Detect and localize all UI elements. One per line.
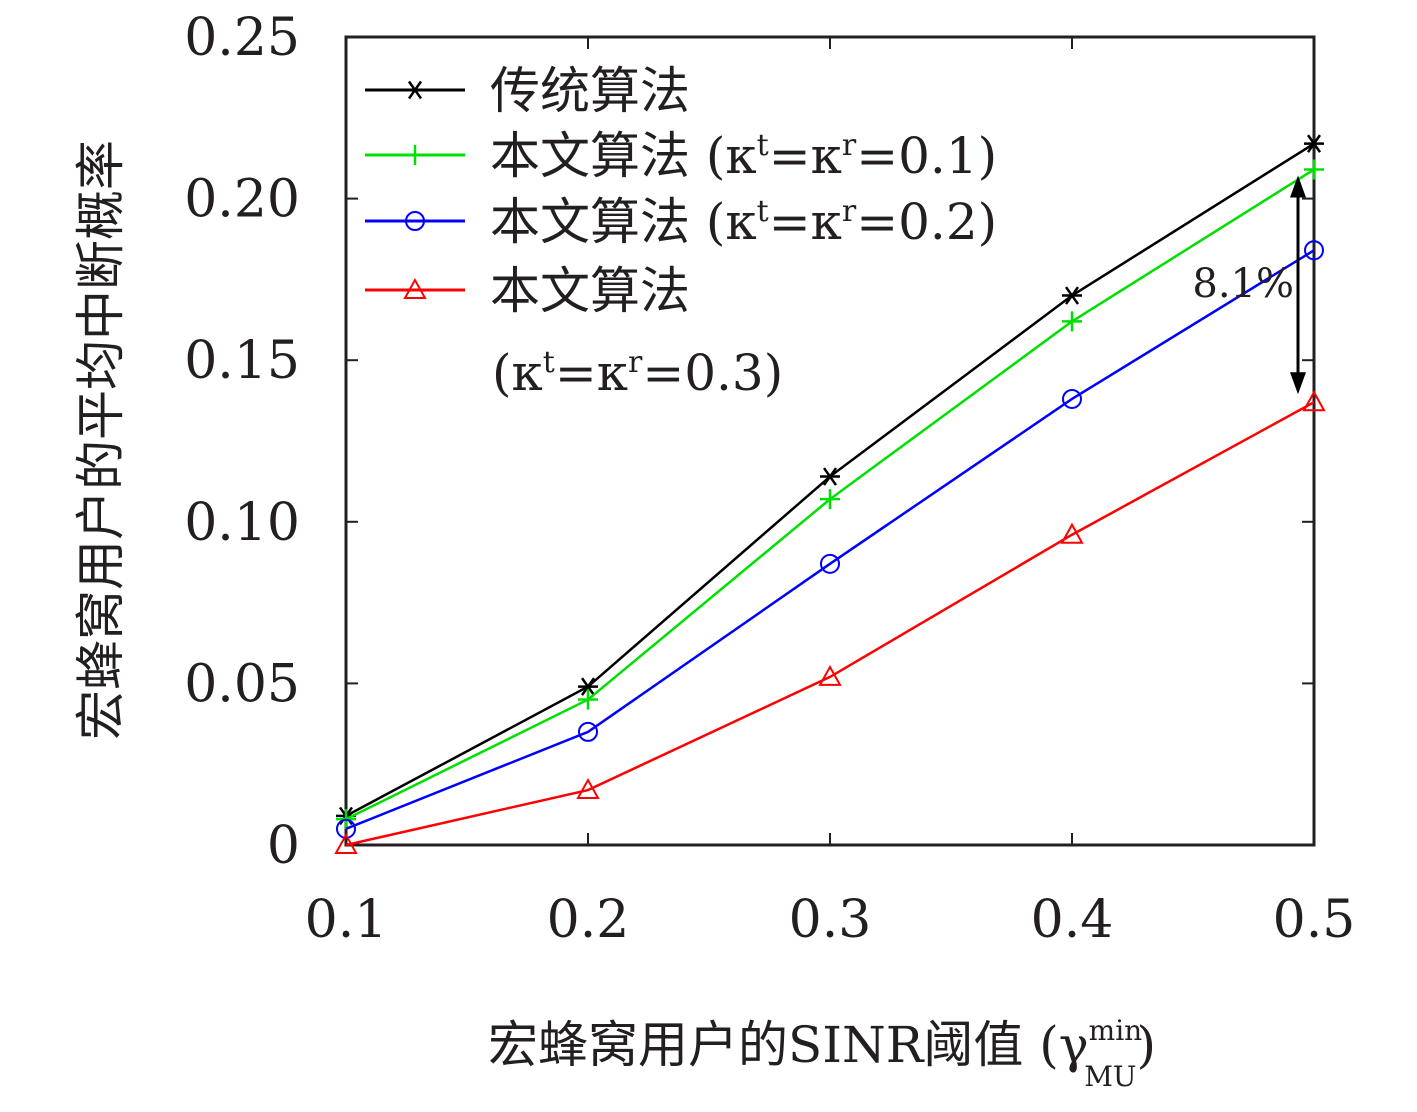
legend-marker-triangle (403, 277, 427, 299)
annotation-label: 8.1% (1192, 261, 1294, 307)
legend-entry-traditional: 传统算法 (365, 62, 690, 120)
legend-label: 本文算法 (κt=κr=0.2) (490, 193, 997, 251)
x-tick-label: 0.2 (547, 890, 630, 950)
legend-label-line2: (κt=κr=0.3) (492, 344, 783, 402)
y-tick-label: 0.25 (184, 8, 300, 68)
legend-label: 本文算法 (κt=κr=0.1) (490, 127, 997, 185)
data-point (578, 677, 598, 696)
data-point (1304, 240, 1324, 261)
y-tick-label: 0.20 (184, 170, 300, 230)
legend-entry-kappa-0-1: 本文算法 (κt=κr=0.1) (365, 127, 997, 185)
legend-marker-asterisk (405, 80, 425, 100)
series-1 (336, 159, 1324, 830)
series-line (345, 401, 1315, 847)
data-point (336, 818, 356, 839)
y-tick-label: 0.15 (184, 331, 300, 391)
data-point (820, 489, 840, 510)
x-tick-label: 0.4 (1031, 890, 1114, 950)
x-tick-label: 0.5 (1273, 890, 1356, 950)
series-layer (334, 134, 1326, 854)
data-point (578, 689, 598, 710)
annotation-arrowhead-down (1290, 372, 1306, 395)
legend: 传统算法 本文算法 (κt=κr=0.1) 本文算法 (κt=κr=0.2) 本… (365, 62, 997, 402)
data-point (1060, 522, 1084, 544)
data-point (405, 211, 425, 231)
data-point (405, 80, 425, 100)
y-axis-label: 宏蜂窝用户的平均中断概率 (72, 140, 130, 740)
data-point (1302, 390, 1326, 412)
data-point (578, 721, 598, 742)
y-axis-ticks: 0 0.05 0.10 0.15 0.20 0.25 (184, 8, 1314, 876)
legend-label: 本文算法 (490, 262, 690, 320)
legend-entry-kappa-0-2: 本文算法 (κt=κr=0.2) (365, 193, 997, 251)
legend-label: 传统算法 (490, 62, 690, 120)
data-point (820, 553, 840, 574)
data-point (820, 467, 840, 486)
data-point (1304, 134, 1324, 153)
y-tick-label: 0.05 (184, 654, 300, 714)
x-axis-ticks: 0.1 0.2 0.3 0.4 0.5 (305, 37, 1356, 950)
x-tick-label: 0.1 (305, 890, 388, 950)
series-3 (334, 390, 1326, 854)
data-point (403, 277, 427, 299)
x-axis-label: 宏蜂窝用户的SINR阈值 (γmin MU) (488, 1014, 1156, 1093)
y-tick-label: 0.10 (184, 493, 300, 553)
data-point (334, 832, 358, 854)
series-2 (336, 240, 1324, 839)
legend-entry-kappa-0-3: 本文算法 (κt=κr=0.3) (365, 262, 783, 402)
annotation-arrowhead-up (1290, 175, 1306, 198)
data-point (1062, 286, 1082, 305)
series-line (345, 249, 1315, 831)
data-point (576, 777, 600, 800)
annotation-8-1-percent: 8.1% (1192, 175, 1306, 395)
data-point (1304, 159, 1324, 180)
legend-marker-circle (405, 211, 425, 231)
data-point (1062, 311, 1082, 332)
data-point (818, 664, 842, 686)
y-tick-label: 0 (267, 816, 300, 876)
data-point (405, 145, 425, 165)
x-tick-label: 0.3 (789, 890, 872, 950)
data-point (1062, 388, 1082, 409)
legend-marker-plus (405, 145, 425, 165)
